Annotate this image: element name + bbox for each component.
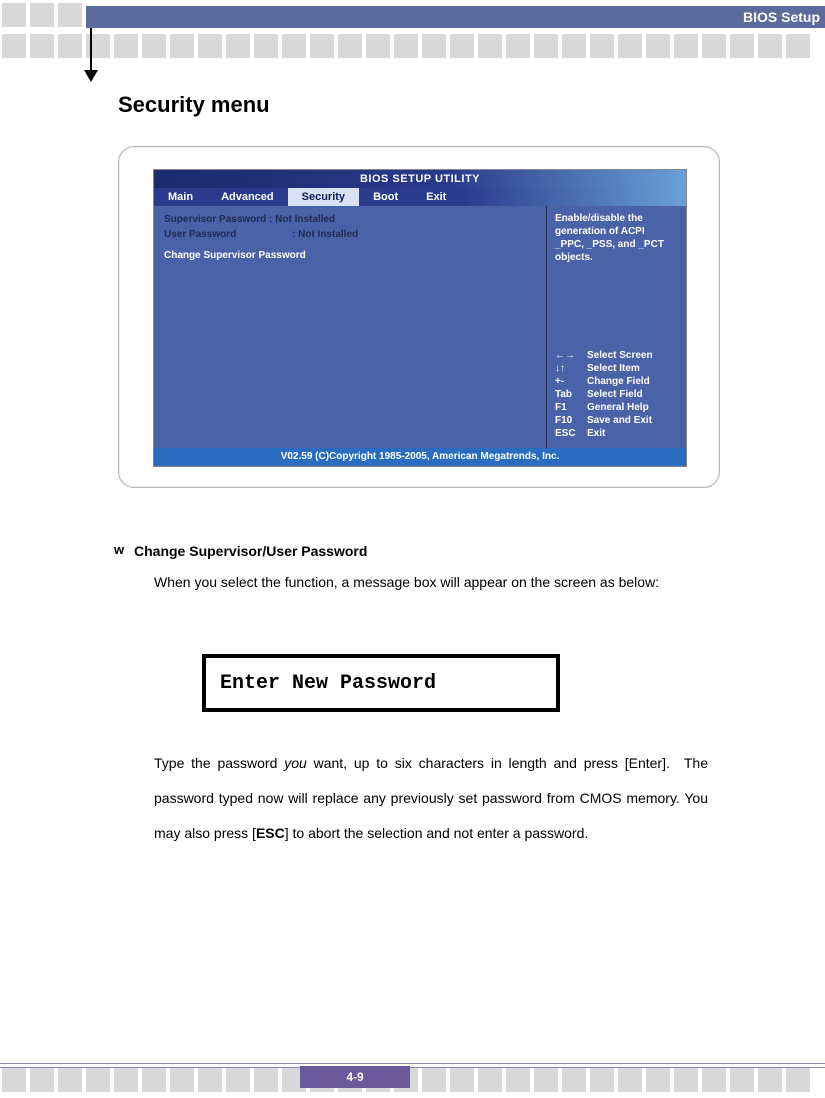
- tab-spacer: [460, 188, 686, 206]
- bios-right-pane: Enable/disable the generation of ACPI _P…: [546, 206, 686, 448]
- page-number: 4-9: [300, 1066, 410, 1088]
- square-row-bottom: [0, 1068, 825, 1092]
- password-prompt-text: Enter New Password: [220, 672, 436, 695]
- password-prompt-box: Enter New Password: [202, 654, 560, 712]
- supervisor-pw-row: Supervisor Password : Not Installed: [164, 212, 536, 227]
- bios-left-pane: Supervisor Password : Not Installed User…: [154, 206, 546, 448]
- bios-title-bar: BIOS SETUP UTILITY: [154, 170, 686, 188]
- item-heading: w Change Supervisor/User Password: [134, 536, 708, 567]
- bios-window: BIOS SETUP UTILITY Main Advanced Securit…: [153, 169, 687, 467]
- footer-rule-1: [0, 1063, 825, 1064]
- tab-exit[interactable]: Exit: [412, 188, 460, 206]
- paragraph-2: Type the password you want, up to six ch…: [154, 746, 708, 851]
- tab-advanced[interactable]: Advanced: [207, 188, 288, 206]
- page-title: Security menu: [118, 92, 270, 118]
- paragraph-1: When you select the function, a message …: [154, 567, 708, 598]
- arrow-stem: [90, 28, 92, 74]
- square-row-2: [0, 34, 825, 58]
- change-supervisor-password[interactable]: Change Supervisor Password: [164, 248, 536, 263]
- item-heading-text: Change Supervisor/User Password: [134, 543, 367, 559]
- bios-key-help: ←→Select Screen ↓↑Select Item +-Change F…: [547, 349, 686, 448]
- tab-main[interactable]: Main: [154, 188, 207, 206]
- bios-body: Supervisor Password : Not Installed User…: [154, 206, 686, 448]
- tab-boot[interactable]: Boot: [359, 188, 412, 206]
- arrow-head-icon: [84, 70, 98, 82]
- user-pw-row: User Password: Not Installed: [164, 227, 536, 242]
- header-label: BIOS Setup: [743, 9, 820, 25]
- doc-content: w Change Supervisor/User Password When y…: [134, 536, 708, 598]
- header-bar: BIOS Setup: [86, 6, 825, 28]
- top-decoration: BIOS Setup: [0, 0, 825, 62]
- bios-screenshot-card: BIOS SETUP UTILITY Main Advanced Securit…: [118, 146, 720, 488]
- bios-tab-bar: Main Advanced Security Boot Exit: [154, 188, 686, 206]
- tab-security[interactable]: Security: [288, 188, 359, 206]
- bios-help-text: Enable/disable the generation of ACPI _P…: [547, 206, 686, 270]
- bullet-icon: w: [114, 536, 124, 565]
- bios-footer: V02.59 (C)Copyright 1985-2005, American …: [154, 448, 686, 466]
